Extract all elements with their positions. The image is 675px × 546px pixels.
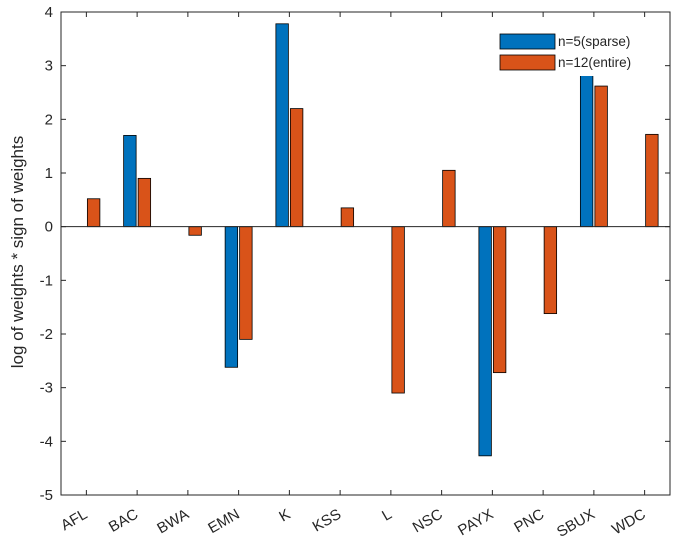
y-tick-label: 3 (45, 58, 53, 75)
bar-sparse-payx (478, 226, 492, 457)
y-tick-label: -4 (40, 433, 53, 450)
x-tick-label-nsc: NSC (410, 506, 446, 537)
legend-label-entire: n=12(entire) (558, 55, 631, 70)
bar-sparse-bac (123, 135, 137, 228)
y-tick-label: 0 (45, 219, 53, 236)
bar-entire-kss (340, 207, 355, 228)
x-tick-label-kss: KSS (310, 506, 344, 536)
y-tick-label: -3 (40, 380, 53, 397)
bar-entire-nsc (442, 169, 456, 228)
x-tick-label-bac: BAC (106, 506, 141, 536)
bar-entire-l (391, 226, 405, 394)
bar-sparse-k (275, 23, 289, 228)
legend-swatch-entire (499, 54, 556, 71)
bar-entire-k (289, 108, 304, 228)
bar-entire-wdc (645, 133, 659, 228)
y-tick-label: 1 (45, 165, 53, 182)
plot-background (61, 12, 670, 495)
x-tick-label-bwa: BWA (154, 506, 192, 538)
x-tick-label-wdc: WDC (609, 506, 649, 539)
legend-label-sparse: n=5(sparse) (558, 34, 630, 49)
y-tick-label: -5 (40, 487, 53, 504)
y-tick-label: -2 (40, 326, 53, 343)
x-tick-label-l: L (379, 506, 395, 525)
y-axis: -5 -4 -3 -2 -1 0 1 2 3 4 (40, 4, 670, 504)
bar-sparse-emn (224, 226, 239, 368)
bars-group (86, 23, 659, 457)
x-tick-label-k: K (276, 506, 293, 526)
bar-entire-emn (239, 226, 253, 340)
bar-entire-afl (86, 198, 101, 228)
bar-entire-bac (137, 177, 152, 228)
legend: n=5(sparse) n=12(entire) (495, 30, 660, 76)
legend-swatch-sparse (499, 33, 556, 50)
axes-frame (60, 11, 671, 496)
bar-entire-payx (492, 226, 507, 374)
y-tick-label: -1 (40, 272, 53, 289)
bar-entire-pnc (543, 226, 558, 315)
bar-entire-sbux (594, 85, 608, 228)
bar-entire-bwa (188, 226, 202, 236)
x-tick-label-emn: EMN (205, 506, 242, 537)
y-tick-label: 2 (45, 111, 53, 128)
x-tick-label-sbux: SBUX (554, 506, 598, 541)
y-axis-label: log of weights * sign of weights (8, 136, 27, 368)
x-tick-label-afl: AFL (58, 506, 90, 534)
x-tick-label-payx: PAYX (455, 506, 496, 540)
x-tick-label-pnc: PNC (511, 506, 547, 537)
y-tick-label: 4 (45, 4, 53, 21)
axes-box (60, 11, 671, 496)
plot-area (61, 12, 670, 495)
